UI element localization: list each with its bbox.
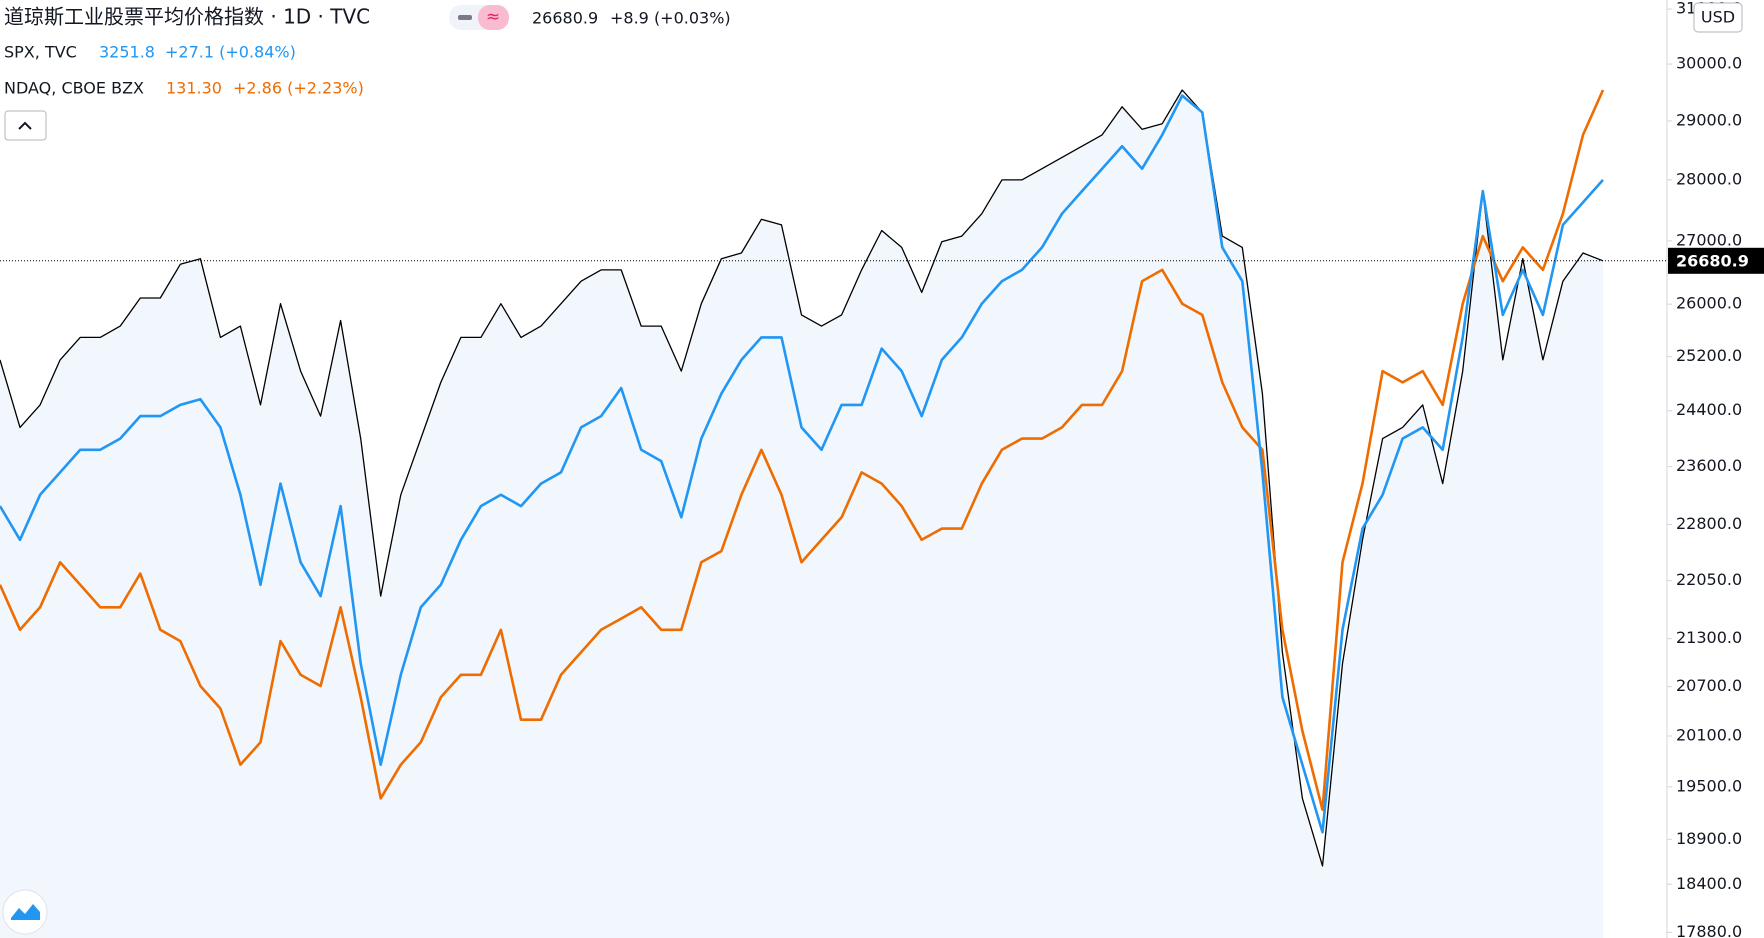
y-tick-label: 18400.0 [1676,874,1742,893]
legend-value: 3251.8 [99,43,155,62]
legend-name: NDAQ, CBOE BZX [4,79,144,98]
y-tick-label: 25200.0 [1676,346,1742,365]
y-tick-label: 26000.0 [1676,294,1742,313]
main-series-title: 道琼斯工业股票平均价格指数 · 1D · TVC [4,5,370,29]
legend-change: +2.86 (+2.23%) [233,79,364,98]
series-line [0,89,1605,811]
svg-text:≈: ≈ [486,7,500,27]
legend-name: SPX, TVC [4,43,77,62]
y-tick-label: 20700.0 [1676,676,1742,695]
y-tick-label: 23600.0 [1676,456,1742,475]
last-price-label: 26680.9 [1676,251,1749,270]
legend-value: 131.30 [166,79,222,98]
y-tick-label: 17880.0 [1676,922,1742,938]
y-tick-label: 18900.0 [1676,829,1742,848]
y-tick-label: 29000.0 [1676,110,1742,129]
y-tick-label: 19500.0 [1676,776,1742,795]
plot-area [0,89,1667,938]
main-change: +8.9 (+0.03%) [610,9,731,28]
y-tick-label: 24400.0 [1676,400,1742,419]
series-line [0,94,1604,834]
area-fill [0,90,1603,938]
logo[interactable] [2,889,48,935]
main-last-value: 26680.9 [532,9,598,28]
last-price-badge [1668,247,1764,274]
collapse-button[interactable] [4,110,47,141]
currency-button[interactable]: USD [1693,2,1743,33]
series-line [0,89,1604,867]
y-tick-label: 22800.0 [1676,514,1742,533]
currency-label: USD [1701,8,1735,27]
toggle-pill[interactable]: ≈ [449,5,509,30]
y-tick-label: 27000.0 [1676,230,1742,249]
y-tick-label: 21300.0 [1676,628,1742,647]
y-tick-label: 20100.0 [1676,725,1742,744]
legend-change: +27.1 (+0.84%) [165,43,296,62]
y-tick-label: 28000.0 [1676,169,1742,188]
y-tick-label: 22050.0 [1676,570,1742,589]
y-tick-label: 30000.0 [1676,54,1742,73]
